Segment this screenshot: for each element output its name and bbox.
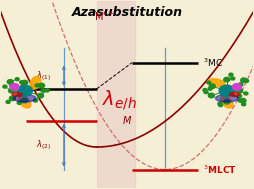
- Ellipse shape: [220, 96, 233, 108]
- Circle shape: [238, 99, 242, 102]
- Circle shape: [232, 84, 242, 90]
- Circle shape: [9, 96, 15, 101]
- Circle shape: [22, 83, 26, 86]
- Circle shape: [38, 93, 43, 98]
- Circle shape: [10, 84, 14, 87]
- Text: $^3$MLCT: $^3$MLCT: [203, 163, 236, 176]
- Circle shape: [15, 78, 19, 81]
- Ellipse shape: [208, 79, 225, 87]
- Ellipse shape: [215, 94, 238, 102]
- Text: $\lambda_{(2)}$: $\lambda_{(2)}$: [36, 138, 51, 152]
- Circle shape: [219, 85, 234, 96]
- Circle shape: [6, 100, 10, 103]
- Circle shape: [7, 80, 13, 84]
- Circle shape: [45, 89, 49, 92]
- Ellipse shape: [12, 93, 22, 96]
- Circle shape: [22, 98, 28, 103]
- Circle shape: [3, 85, 7, 88]
- Bar: [97, 1, 135, 188]
- Circle shape: [20, 81, 24, 84]
- Text: M$^{*+}$: M$^{*+}$: [94, 9, 114, 23]
- Ellipse shape: [30, 76, 41, 89]
- Circle shape: [17, 101, 21, 104]
- Circle shape: [10, 84, 19, 90]
- Circle shape: [39, 83, 45, 88]
- Circle shape: [229, 73, 233, 76]
- Circle shape: [41, 89, 45, 92]
- Circle shape: [244, 92, 248, 95]
- Circle shape: [11, 87, 15, 90]
- Circle shape: [21, 100, 25, 103]
- Circle shape: [242, 103, 246, 106]
- Circle shape: [203, 88, 207, 91]
- Circle shape: [18, 93, 22, 96]
- Circle shape: [209, 84, 215, 88]
- Circle shape: [207, 81, 211, 84]
- Circle shape: [208, 87, 212, 90]
- Circle shape: [240, 98, 246, 103]
- Circle shape: [231, 77, 235, 80]
- Ellipse shape: [13, 94, 36, 102]
- Text: M: M: [123, 116, 131, 126]
- Text: $^3$MC: $^3$MC: [203, 56, 223, 69]
- Circle shape: [34, 99, 38, 102]
- Circle shape: [218, 102, 222, 105]
- Circle shape: [208, 93, 214, 98]
- Circle shape: [35, 84, 39, 87]
- Text: $\lambda_{(1)}$: $\lambda_{(1)}$: [36, 69, 51, 83]
- Circle shape: [245, 79, 249, 82]
- Circle shape: [237, 88, 243, 93]
- Circle shape: [204, 91, 208, 94]
- Text: $\lambda_{e/h}$: $\lambda_{e/h}$: [102, 88, 137, 112]
- Text: Azasubstitution: Azasubstitution: [71, 6, 183, 19]
- Ellipse shape: [19, 96, 31, 108]
- Circle shape: [241, 78, 247, 82]
- Circle shape: [239, 83, 243, 86]
- Circle shape: [9, 88, 15, 93]
- Circle shape: [17, 85, 32, 96]
- Circle shape: [218, 104, 223, 107]
- Circle shape: [237, 94, 242, 98]
- Ellipse shape: [229, 93, 240, 96]
- Circle shape: [224, 77, 230, 82]
- Circle shape: [224, 99, 230, 104]
- Circle shape: [22, 80, 28, 85]
